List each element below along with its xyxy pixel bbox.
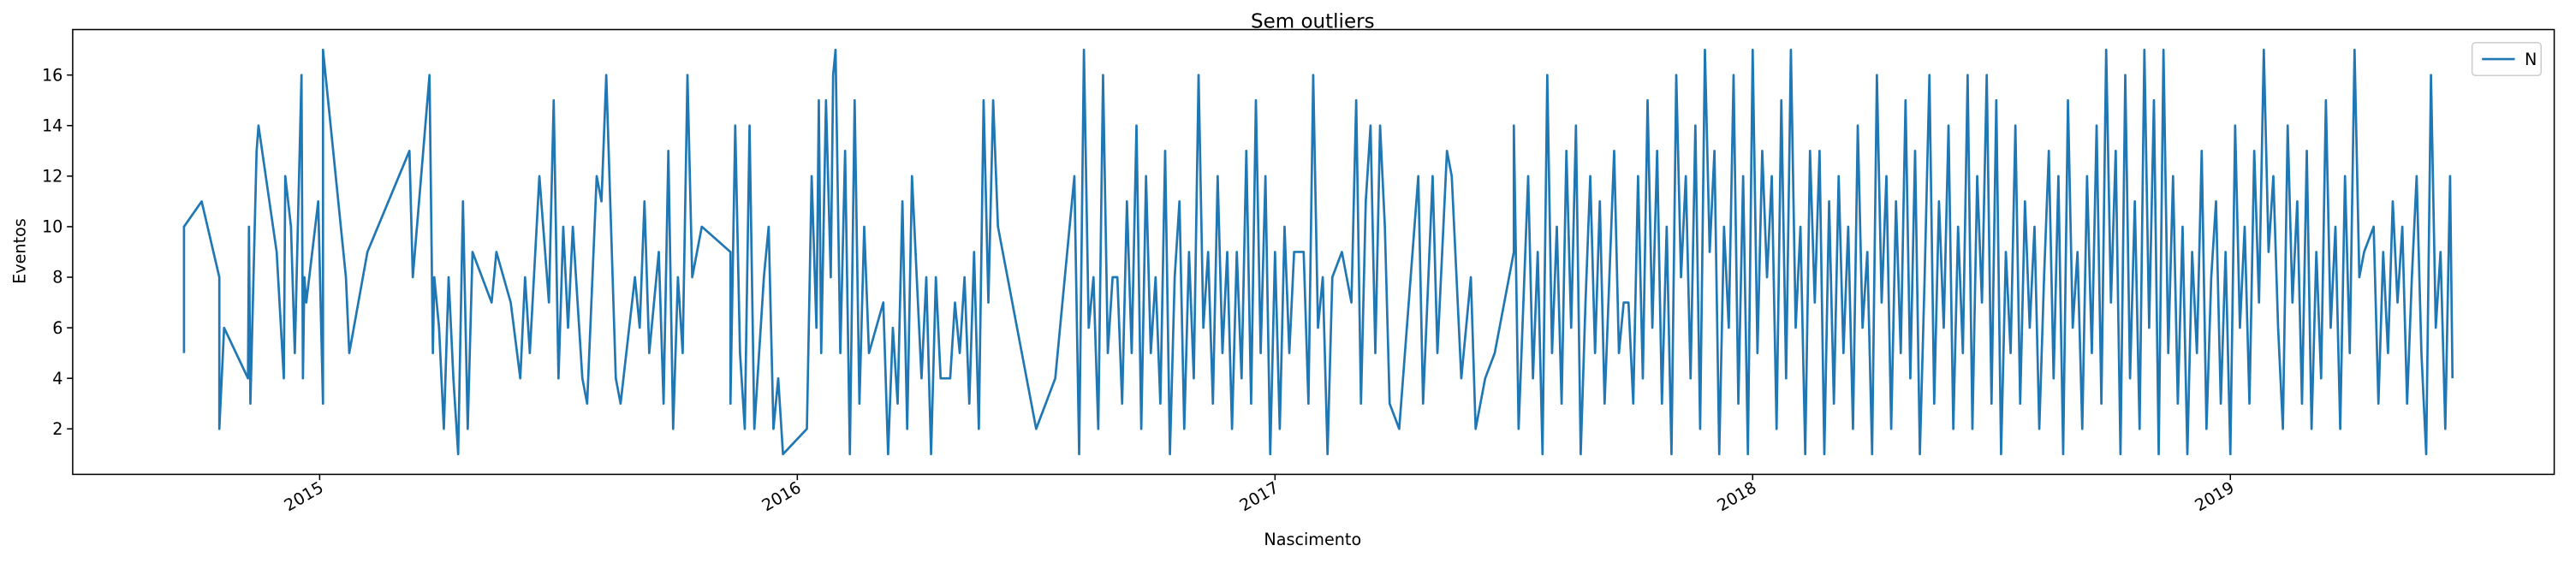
y-tick-label: 16 bbox=[42, 65, 62, 85]
y-tick-label: 10 bbox=[42, 217, 62, 237]
y-tick-label: 14 bbox=[42, 116, 62, 135]
y-axis-label: Eventos bbox=[9, 218, 29, 284]
y-tick-label: 2 bbox=[52, 419, 62, 439]
plot-frame bbox=[72, 28, 2555, 476]
legend-label: N bbox=[2525, 50, 2537, 69]
y-tick-label: 4 bbox=[52, 369, 62, 388]
y-tick-label: 12 bbox=[42, 167, 62, 187]
x-axis-label: Nascimento bbox=[1264, 530, 1361, 549]
y-tick-label: 6 bbox=[52, 318, 62, 338]
y-tick-label: 8 bbox=[52, 268, 62, 287]
data-line bbox=[182, 48, 2454, 456]
